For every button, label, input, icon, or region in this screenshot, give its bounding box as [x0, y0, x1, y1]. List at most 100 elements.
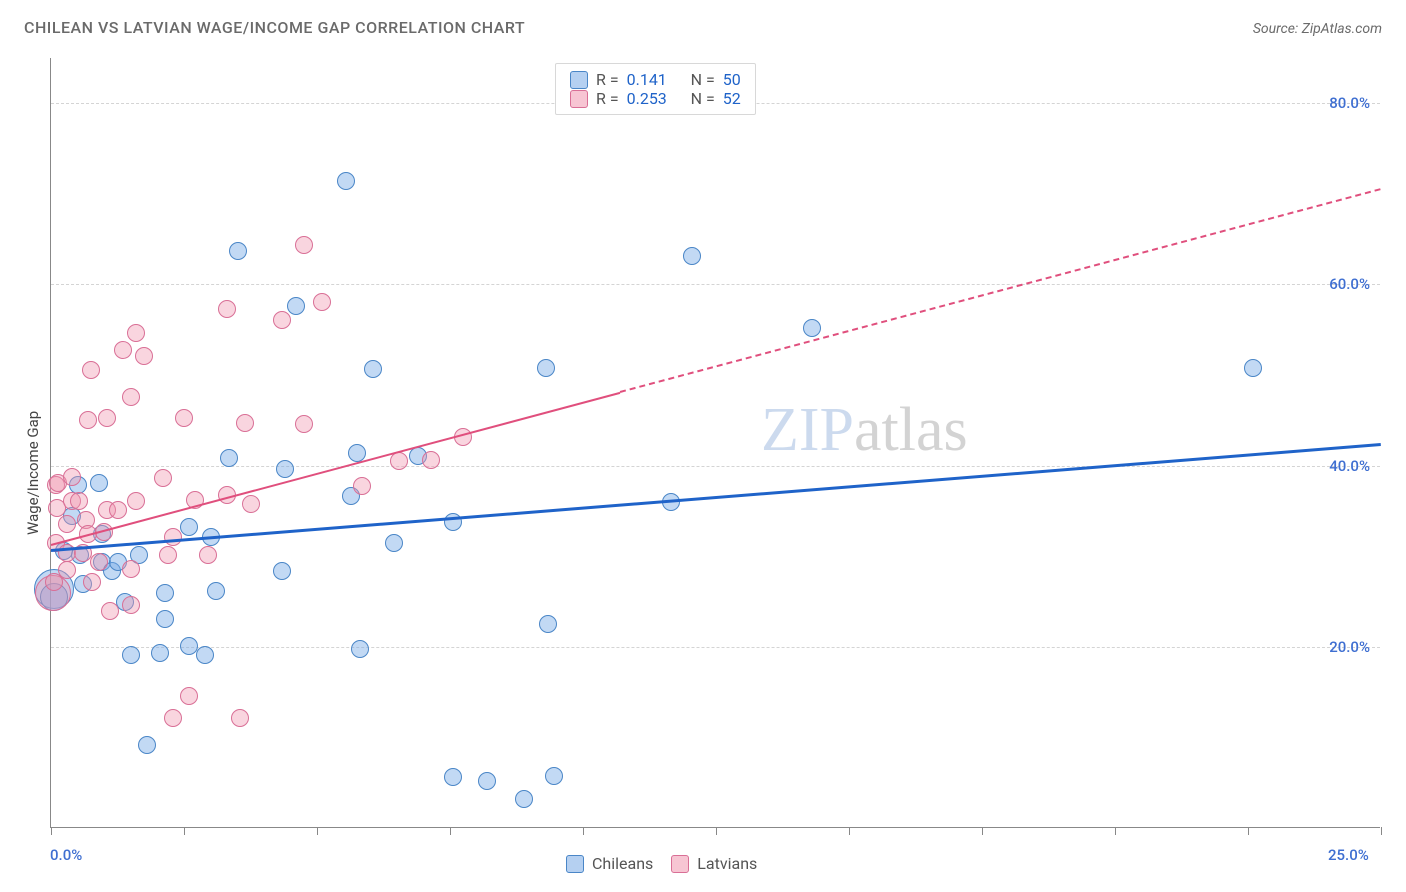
scatter-point — [58, 515, 76, 533]
scatter-point — [348, 444, 366, 462]
scatter-point — [478, 772, 496, 790]
scatter-point — [127, 492, 145, 510]
scatter-point — [218, 300, 236, 318]
legend-r-label: R = — [596, 70, 619, 89]
scatter-point — [109, 501, 127, 519]
correlation-legend: R = 0.141 N = 50R = 0.253 N = 52 — [555, 63, 756, 115]
header: CHILEAN VS LATVIAN WAGE/INCOME GAP CORRE… — [24, 18, 1382, 37]
scatter-point — [156, 610, 174, 628]
scatter-point — [164, 528, 182, 546]
x-tick — [583, 827, 584, 835]
y-tick-label: 40.0% — [1329, 457, 1370, 475]
scatter-point — [390, 452, 408, 470]
scatter-point — [151, 644, 169, 662]
scatter-point — [295, 415, 313, 433]
scatter-point — [138, 736, 156, 754]
plot-area: ZIPatlas 20.0% 40.0% 60.0% 80.0% — [50, 58, 1380, 828]
scatter-point — [122, 646, 140, 664]
scatter-point — [175, 409, 193, 427]
scatter-point — [287, 297, 305, 315]
legend-swatch — [570, 71, 588, 89]
scatter-point — [90, 553, 108, 571]
scatter-point — [159, 546, 177, 564]
scatter-point — [180, 687, 198, 705]
y-tick-label: 20.0% — [1329, 638, 1370, 656]
scatter-point — [82, 361, 100, 379]
scatter-point — [537, 359, 555, 377]
scatter-point — [98, 409, 116, 427]
scatter-point — [114, 341, 132, 359]
legend-r-value: 0.253 — [627, 89, 683, 108]
scatter-point — [70, 492, 88, 510]
watermark: ZIPatlas — [761, 395, 968, 466]
watermark-zip: ZIP — [761, 396, 854, 464]
x-axis-max-label: 25.0% — [1328, 846, 1369, 864]
scatter-point — [154, 469, 172, 487]
x-tick — [716, 827, 717, 835]
scatter-point — [1244, 359, 1262, 377]
scatter-point — [196, 646, 214, 664]
y-axis-label: Wage/Income Gap — [24, 411, 42, 535]
x-tick — [982, 827, 983, 835]
scatter-point — [164, 709, 182, 727]
scatter-point — [337, 172, 355, 190]
scatter-point — [422, 451, 440, 469]
scatter-point — [273, 562, 291, 580]
source-attribution: Source: ZipAtlas.com — [1253, 21, 1382, 37]
scatter-point — [803, 319, 821, 337]
scatter-point — [207, 582, 225, 600]
x-tick — [1381, 827, 1382, 835]
gridline — [51, 284, 1380, 285]
scatter-point — [353, 477, 371, 495]
scatter-point — [156, 584, 174, 602]
legend-n-value: 50 — [723, 70, 741, 89]
scatter-point — [364, 360, 382, 378]
legend-label: Latvians — [697, 854, 757, 873]
x-tick — [849, 827, 850, 835]
scatter-point — [199, 546, 217, 564]
scatter-point — [295, 236, 313, 254]
scatter-point — [122, 560, 140, 578]
scatter-point — [229, 242, 247, 260]
legend-n-label: N = — [691, 89, 715, 108]
trend-line — [51, 391, 621, 545]
trend-line — [620, 188, 1381, 393]
x-tick — [184, 827, 185, 835]
scatter-point — [63, 468, 81, 486]
scatter-point — [313, 293, 331, 311]
scatter-point — [545, 767, 563, 785]
legend-r-value: 0.141 — [627, 70, 683, 89]
scatter-point — [231, 709, 249, 727]
scatter-point — [122, 388, 140, 406]
legend-row: R =0.253N =52 — [570, 89, 741, 108]
scatter-point — [127, 324, 145, 342]
scatter-point — [515, 790, 533, 808]
scatter-point — [101, 602, 119, 620]
x-tick — [1248, 827, 1249, 835]
scatter-point — [351, 640, 369, 658]
scatter-point — [276, 460, 294, 478]
scatter-point — [242, 495, 260, 513]
legend-swatch — [570, 90, 588, 108]
scatter-point — [385, 534, 403, 552]
legend-swatch — [566, 855, 584, 873]
legend-item: Chileans — [566, 854, 653, 873]
legend-label: Chileans — [592, 854, 653, 873]
y-tick-label: 60.0% — [1329, 275, 1370, 293]
legend-swatch — [671, 855, 689, 873]
legend-row: R = 0.141 N = 50 — [570, 70, 741, 89]
chart-title: CHILEAN VS LATVIAN WAGE/INCOME GAP CORRE… — [24, 18, 525, 37]
x-axis-min-label: 0.0% — [50, 846, 82, 864]
scatter-point — [90, 474, 108, 492]
legend-n-label: N = — [691, 70, 715, 89]
legend-item: Latvians — [671, 854, 757, 873]
legend-n-value: 52 — [723, 89, 741, 108]
y-tick-label: 80.0% — [1329, 94, 1370, 112]
scatter-point — [683, 247, 701, 265]
scatter-point — [135, 347, 153, 365]
series-legend: Chileans Latvians — [566, 854, 757, 873]
x-tick — [450, 827, 451, 835]
scatter-point — [58, 561, 76, 579]
scatter-point — [220, 449, 238, 467]
gridline — [51, 647, 1380, 648]
